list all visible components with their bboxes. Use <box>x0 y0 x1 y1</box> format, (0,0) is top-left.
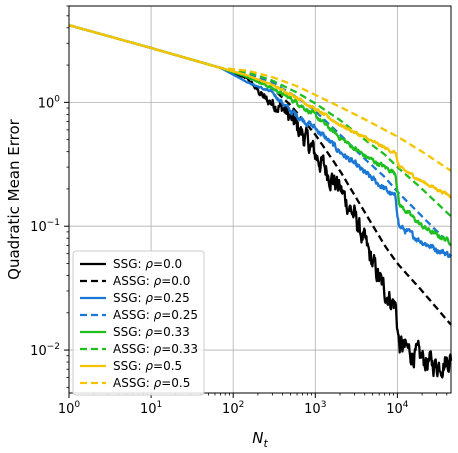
legend-entry: ASSG: ρ=0.25 <box>113 308 198 322</box>
series-line-5 <box>68 24 452 218</box>
legend-box <box>72 250 205 396</box>
y-tick-label: 100 <box>38 94 61 111</box>
legend-entry: SSG: ρ=0.25 <box>113 291 190 305</box>
y-tick-label: 10−1 <box>30 218 60 235</box>
legend-entry: SSG: ρ=0.5 <box>113 359 182 373</box>
x-tick-label: 101 <box>140 400 162 417</box>
legend-entry: SSG: ρ=0.0 <box>113 257 182 271</box>
x-tick-label: 104 <box>386 400 409 417</box>
plot-frame <box>68 5 452 394</box>
legend-entry: SSG: ρ=0.33 <box>113 325 190 339</box>
y-tick-label: 10−2 <box>30 342 60 359</box>
y-axis-label: Quadratic Mean Error <box>5 118 23 279</box>
x-axis-label-main: N <box>252 429 263 447</box>
x-tick-labels: 100 101 102 103 104 <box>58 400 409 417</box>
legend-entry: ASSG: ρ=0.0 <box>113 274 190 288</box>
legend: SSG: ρ=0.0 ASSG: ρ=0.0 SSG: ρ=0.25 ASSG: ρ=… <box>72 250 205 396</box>
legend-entry: ASSG: ρ=0.33 <box>113 342 198 356</box>
x-tick-label: 100 <box>58 400 81 417</box>
x-tick-label: 103 <box>304 400 326 417</box>
x-axis-label-sub: t <box>263 437 268 450</box>
x-axis-label: Nt <box>252 429 268 450</box>
x-tick-label: 102 <box>222 400 244 417</box>
series-line-7 <box>68 24 452 172</box>
series-lines <box>68 24 453 379</box>
series-line-2 <box>68 24 453 259</box>
y-tick-labels: 10−2 10−1 100 <box>30 94 60 359</box>
legend-entry: ASSG: ρ=0.5 <box>113 376 190 390</box>
